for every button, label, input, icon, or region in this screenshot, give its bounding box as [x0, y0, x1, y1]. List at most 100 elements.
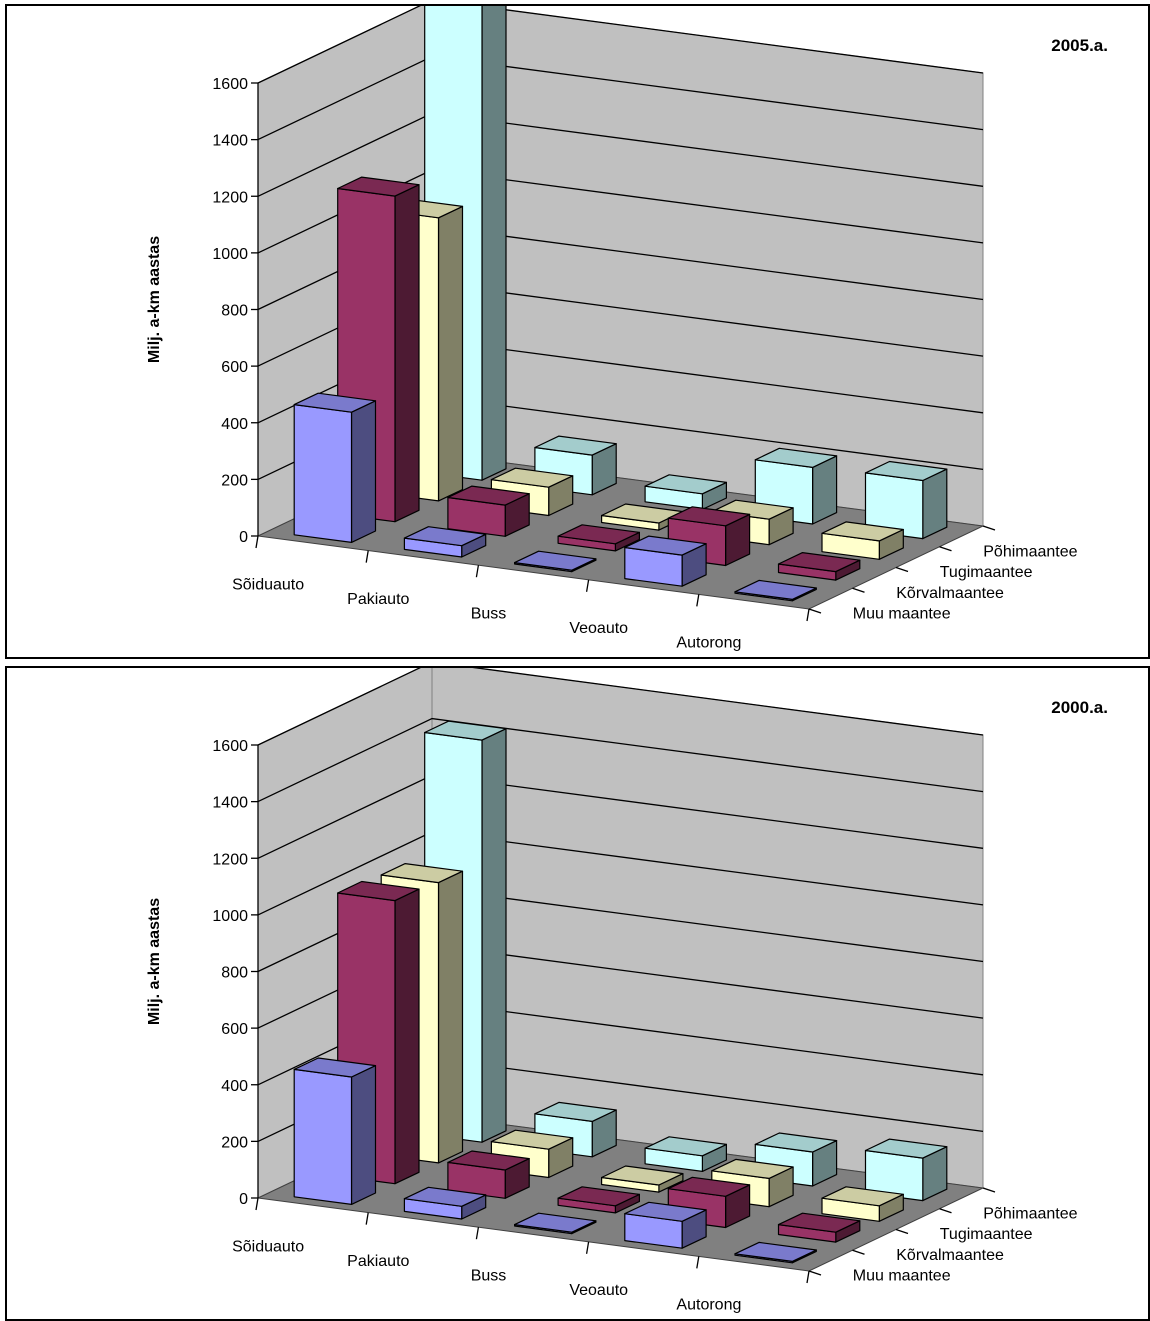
bar-side [437, 870, 464, 1164]
y-tick-label: 0 [239, 1191, 248, 1208]
x-tick [255, 1197, 259, 1211]
bar-top [754, 1132, 838, 1153]
depth-tick-label: Kõrvalmaantee [896, 585, 1004, 602]
depth-tick [852, 587, 865, 593]
bar-muu-maantee-1 [403, 526, 487, 558]
depth-tick-label: Tugimaantee [940, 1226, 1033, 1243]
bar-k-rvalmaantee-1 [447, 485, 530, 537]
back-wall [431, 668, 984, 1189]
bar-top [777, 1212, 861, 1233]
bars [293, 720, 948, 1264]
bar-top [734, 1241, 817, 1263]
bar-muu-maantee-4 [734, 1241, 817, 1264]
depth-tick [808, 1270, 822, 1276]
bar-tugimaantee-4 [821, 1186, 904, 1222]
y-tick-label: 400 [221, 1078, 248, 1095]
bar-top [711, 1158, 794, 1179]
depth-tick [852, 1249, 865, 1255]
chart-panel-2000: 2000.a. 0 200 400 600 800 1000 1200 1400 1600 Mil… [5, 666, 1150, 1321]
chart-panel-2005: 2005.a. 0 200 400 600 800 1000 1200 1400 1600 Mil… [5, 4, 1150, 659]
bar-side [350, 1065, 377, 1206]
depth-tick-label: Põhimaantee [983, 1205, 1077, 1222]
depth-tick [982, 525, 996, 531]
bar-top [403, 526, 487, 547]
depth-tick-label: Tugimaantee [940, 564, 1033, 581]
bar-top [600, 1165, 684, 1186]
depth-tick [808, 608, 822, 614]
bar-muu-maantee-0 [293, 392, 377, 544]
bar-muu-maantee-1 [403, 1186, 487, 1220]
bar-top [490, 1129, 574, 1150]
chart-title: 2000.a. [1051, 698, 1108, 717]
depth-tick [982, 1187, 996, 1193]
bar-top [380, 863, 464, 884]
bar-tugimaantee-2 [600, 1165, 684, 1193]
x-tick [255, 535, 259, 549]
x-tick [365, 550, 369, 563]
bar-top [424, 720, 507, 741]
x-tick [806, 1270, 810, 1284]
depth-tick-label: Kõrvalmaantee [896, 1247, 1004, 1264]
x-tick [475, 565, 480, 578]
depth-tick-label: Muu maantee [853, 1268, 951, 1285]
y-tick-label: 200 [221, 1134, 248, 1151]
x-tick [365, 1212, 369, 1225]
chart-2005-svg: 0 200 400 600 800 1000 1200 1400 1600 Milj. a-km … [146, 6, 1078, 652]
x-tick-label: Sõiduauto [232, 1238, 304, 1255]
bar-top [667, 506, 751, 527]
bar-top [624, 535, 707, 556]
bar-top [864, 460, 948, 482]
depth-tick [895, 566, 909, 573]
bar-k-rvalmaantee-2 [557, 1186, 641, 1214]
depth-axis: Muu maantee Kõrvalmaantee Tugimaantee Põhim… [808, 1187, 1078, 1285]
bar-top [734, 579, 817, 601]
bar-p-himaantee-4 [864, 460, 948, 540]
y-tick-label: 400 [221, 416, 248, 433]
bar-muu-maantee-3 [624, 1201, 707, 1249]
x-tick-label: Pakiauto [347, 1253, 409, 1270]
x-tick-label: Autorong [676, 635, 741, 652]
y-tick-label: 1000 [212, 246, 248, 263]
y-axis-title: Milj. a-km aastas [146, 898, 163, 1025]
x-tick-label: Veoauto [569, 1282, 628, 1299]
y-tick-label: 1600 [212, 738, 248, 755]
depth-tick-label: Põhimaantee [983, 543, 1077, 560]
bar-muu-maantee-2 [514, 550, 597, 573]
x-tick [806, 608, 810, 622]
bar-top [447, 485, 530, 506]
bar-top [337, 880, 420, 902]
bar-top [514, 1212, 597, 1233]
bar-tugimaantee-4 [821, 521, 904, 560]
back-wall [431, 6, 984, 527]
bar-top [534, 1101, 617, 1122]
bar-side [350, 400, 377, 544]
y-tick-label: 1400 [212, 795, 248, 812]
y-tick-label: 800 [221, 303, 248, 320]
x-tick-label: Buss [471, 606, 507, 623]
y-tick-label: 1400 [212, 133, 248, 150]
x-tick [585, 579, 590, 592]
y-axis: 0 200 400 600 800 1000 1200 1400 1600 [212, 76, 259, 546]
bar-k-rvalmaantee-4 [777, 1212, 861, 1243]
y-tick-label: 600 [221, 359, 248, 376]
bar-top [644, 1136, 728, 1157]
x-axis: Sõiduauto Pakiauto Buss Veoauto Autorong [232, 535, 810, 652]
bar-top [821, 1186, 904, 1207]
x-tick [696, 1256, 700, 1269]
bar-p-himaantee-2 [644, 1136, 728, 1172]
bar-top [864, 1138, 948, 1159]
bar-side [394, 184, 420, 523]
gridline [257, 717, 984, 803]
depth-axis: Muu maantee Kõrvalmaantee Tugimaantee Põhim… [808, 525, 1078, 623]
bar-top [624, 1201, 707, 1222]
bar-front [293, 404, 353, 544]
x-axis: Sõiduauto Pakiauto Buss Veoauto Autorong [232, 1197, 810, 1314]
y-tick-label: 1600 [212, 76, 248, 93]
bar-side [481, 6, 507, 481]
bar-top [644, 474, 728, 495]
bar-top [667, 1176, 751, 1197]
bar-k-rvalmaantee-0 [337, 880, 420, 1185]
bar-top [557, 1186, 641, 1207]
gridline [257, 6, 984, 84]
y-tick-label: 1000 [212, 908, 248, 925]
